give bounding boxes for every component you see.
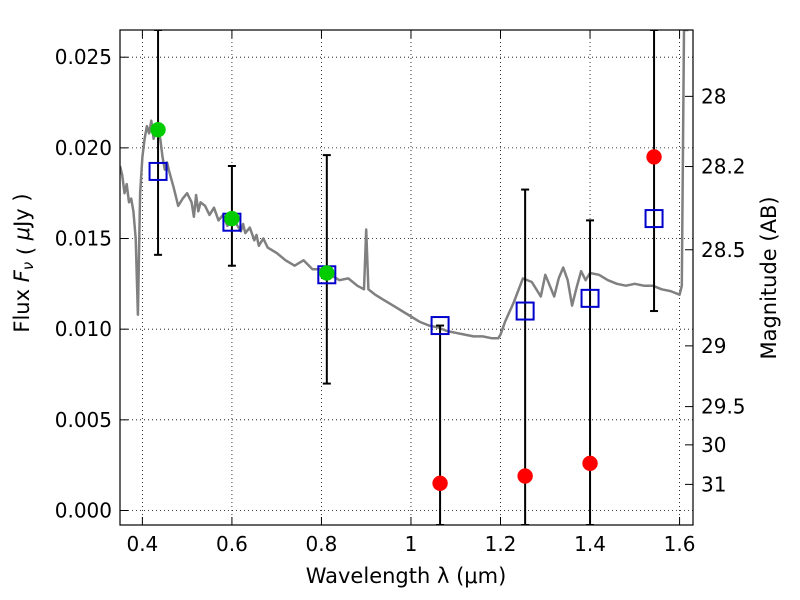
y2-tick-label: 28.2 xyxy=(701,155,746,179)
ticks xyxy=(120,30,693,525)
y-tick-label: 0.005 xyxy=(55,408,112,432)
y2-tick-label: 31 xyxy=(701,472,726,496)
observed-circle-point xyxy=(224,210,240,227)
x-tick-label: 0.8 xyxy=(306,532,338,556)
y-axis-label: Flux Fν ( μJy ) xyxy=(10,193,38,332)
template-spectrum-line xyxy=(120,30,689,340)
model-square-point xyxy=(515,301,535,321)
y-tick-label: 0.010 xyxy=(55,317,112,341)
y2-tick-label: 29 xyxy=(701,334,726,358)
x-tick-label: 1 xyxy=(405,532,418,556)
y2-tick-label: 28.5 xyxy=(701,238,746,262)
y-tick-label: 0.020 xyxy=(55,136,112,160)
axes-frame xyxy=(119,29,694,526)
y2-tick-label: 28 xyxy=(701,84,726,108)
x-tick-label: 1.6 xyxy=(664,532,696,556)
observed-circle-point xyxy=(319,265,335,281)
y-tick-label: 0.015 xyxy=(55,227,112,251)
right-axis-label: Magnitude (AB) xyxy=(757,196,781,359)
plot-area xyxy=(120,30,689,525)
model-square-point xyxy=(580,288,600,308)
x-tick-label: 1.2 xyxy=(485,532,517,556)
model-square-point xyxy=(644,209,664,229)
model-square-point xyxy=(148,161,168,181)
model-square-point xyxy=(430,316,450,336)
y2-tick-label: 30 xyxy=(701,433,726,457)
observed-circle-point xyxy=(517,468,533,484)
observed-circle-point xyxy=(582,455,598,472)
x-tick-label: 0.4 xyxy=(126,532,158,556)
observed-circle-point xyxy=(646,149,662,165)
x-tick-label: 1.4 xyxy=(574,532,606,556)
tick-labels: 0.4 0.6 0.8 1 1.2 1.4 1.6 0.000 0.005 0.010 0.015 0… xyxy=(55,45,746,556)
observed-circle-point xyxy=(432,475,448,492)
x-axis-label: Wavelength λ (μm) xyxy=(306,564,507,588)
y-tick-label: 0.000 xyxy=(55,498,112,522)
x-tick-label: 0.6 xyxy=(216,532,248,556)
y-tick-label: 0.025 xyxy=(55,45,112,69)
y2-tick-label: 29.5 xyxy=(701,395,746,419)
observed-circle-point xyxy=(150,121,166,138)
